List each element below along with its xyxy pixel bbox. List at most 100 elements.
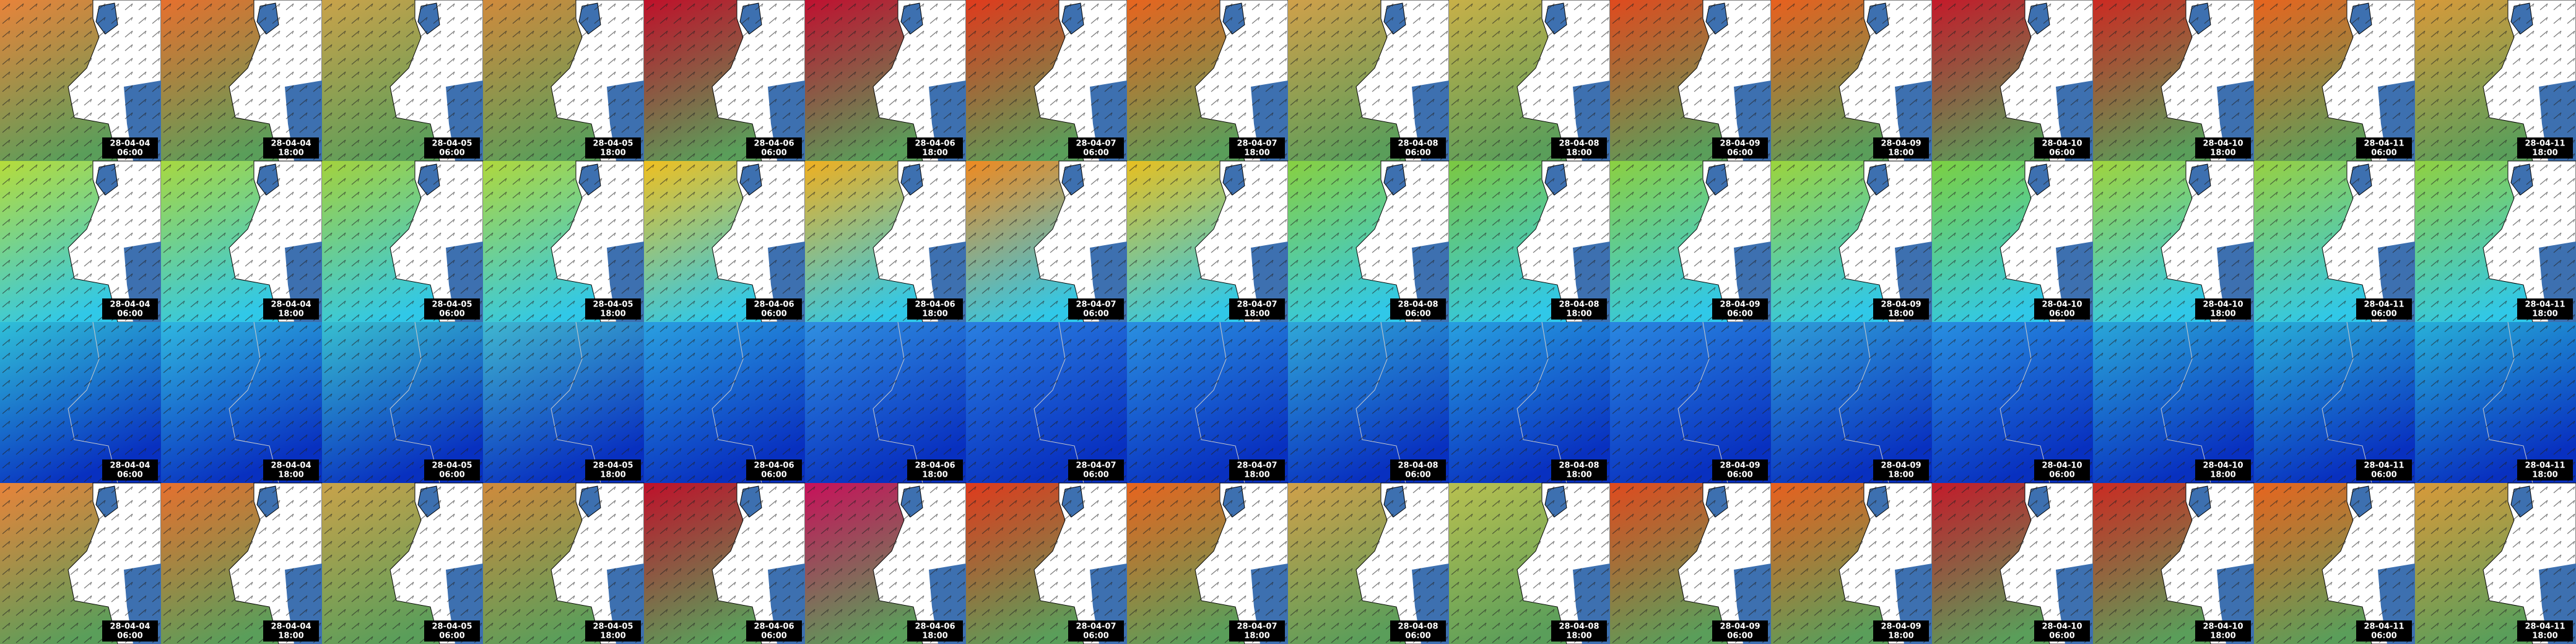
- label-box: [102, 298, 158, 320]
- time-label: 18:00: [922, 632, 947, 641]
- label-box: [2195, 459, 2251, 481]
- wind-barbs: [2093, 0, 2254, 161]
- wind-barbs: [322, 0, 483, 161]
- time-label: 18:00: [1888, 310, 1913, 319]
- wind-barbs: [1771, 483, 1932, 644]
- date-label: 28-04-06: [915, 461, 955, 471]
- time-label: 18:00: [2532, 310, 2557, 319]
- wind-barbs: [1288, 0, 1449, 161]
- time-label: 06:00: [1405, 471, 1430, 480]
- wind-barbs: [1127, 0, 1288, 161]
- time-label: 18:00: [1244, 471, 1269, 480]
- date-label: 28-04-05: [432, 139, 472, 149]
- date-label: 28-04-05: [593, 622, 633, 632]
- label-box: [2195, 298, 2251, 320]
- wind-barbs: [805, 322, 966, 483]
- date-label: 28-04-04: [110, 139, 150, 149]
- wind-barbs: [2415, 483, 2576, 644]
- wind-barbs: [1449, 161, 1610, 322]
- time-label: 18:00: [2210, 632, 2235, 641]
- time-label: 06:00: [1083, 471, 1108, 480]
- label-box: [263, 620, 319, 642]
- time-label: 06:00: [439, 632, 464, 641]
- wind-barbs: [1932, 483, 2093, 644]
- time-label: 06:00: [761, 149, 786, 158]
- date-label: 28-04-07: [1237, 622, 1277, 632]
- wind-barbs: [2254, 0, 2415, 161]
- wind-barbs: [1932, 322, 2093, 483]
- wind-barbs: [1449, 322, 1610, 483]
- time-label: 06:00: [117, 471, 142, 480]
- time-label: 06:00: [1405, 149, 1430, 158]
- label-box: [1229, 298, 1285, 320]
- wind-barbs: [2254, 483, 2415, 644]
- time-label: 18:00: [600, 471, 625, 480]
- label-box: [2517, 298, 2573, 320]
- label-box: [1068, 620, 1124, 642]
- date-label: 28-04-08: [1559, 622, 1599, 632]
- label-box: [1712, 620, 1768, 642]
- date-label: 28-04-10: [2042, 461, 2082, 471]
- date-label: 28-04-11: [2364, 622, 2404, 632]
- label-box: [907, 459, 963, 481]
- wind-barbs: [1449, 483, 1610, 644]
- date-label: 28-04-04: [110, 622, 150, 632]
- label-box: [746, 137, 802, 159]
- date-label: 28-04-06: [754, 139, 794, 149]
- date-label: 28-04-06: [754, 622, 794, 632]
- time-label: 06:00: [2049, 632, 2074, 641]
- date-label: 28-04-05: [432, 622, 472, 632]
- label-box: [1712, 298, 1768, 320]
- date-label: 28-04-09: [1720, 622, 1760, 632]
- wind-barbs: [805, 161, 966, 322]
- date-label: 28-04-04: [271, 622, 311, 632]
- date-label: 28-04-07: [1237, 461, 1277, 471]
- time-label: 06:00: [1083, 310, 1108, 319]
- time-label: 06:00: [2049, 471, 2074, 480]
- date-label: 28-04-10: [2203, 461, 2243, 471]
- date-label: 28-04-08: [1398, 139, 1438, 149]
- time-label: 18:00: [2532, 149, 2557, 158]
- label-box: [1068, 298, 1124, 320]
- time-label: 18:00: [278, 471, 303, 480]
- wind-barbs: [1127, 483, 1288, 644]
- wind-barbs: [161, 161, 322, 322]
- label-box: [746, 459, 802, 481]
- label-box: [1390, 459, 1446, 481]
- label-box: [2034, 137, 2090, 159]
- date-label: 28-04-05: [432, 461, 472, 471]
- label-box: [585, 137, 641, 159]
- date-label: 28-04-09: [1720, 300, 1760, 310]
- wind-barbs: [322, 483, 483, 644]
- time-label: 06:00: [1727, 310, 1752, 319]
- wind-barbs: [1771, 322, 1932, 483]
- date-label: 28-04-11: [2525, 139, 2565, 149]
- wind-barbs: [1288, 322, 1449, 483]
